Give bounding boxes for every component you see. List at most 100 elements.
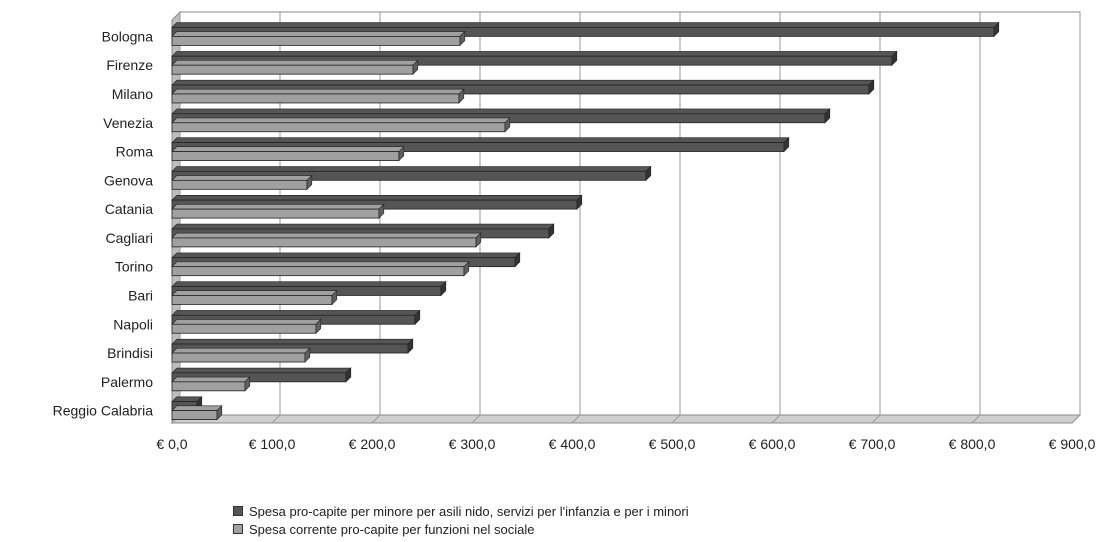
- x-tick-label: € 900,0: [1049, 436, 1096, 452]
- bar-top-face: [171, 338, 414, 345]
- category-label: Venezia: [103, 115, 153, 131]
- bar-top-face: [171, 261, 470, 267]
- category-label: Cagliari: [106, 230, 153, 246]
- bar-front-face: [171, 323, 317, 334]
- bars: [171, 21, 1000, 421]
- x-tick-label: € 100,0: [249, 436, 296, 452]
- bar-front-face: [171, 266, 465, 277]
- bar-top-face: [171, 146, 405, 152]
- legend: Spesa pro-capite per minore per asili ni…: [227, 502, 747, 542]
- x-tick-label: € 0,0: [156, 436, 187, 452]
- bar-top-face: [171, 195, 583, 201]
- bar-front-face: [171, 35, 461, 46]
- bar-end-face: [345, 367, 352, 383]
- bar: [171, 30, 466, 47]
- bar-top-face: [171, 175, 313, 181]
- bar-top-face: [171, 319, 322, 325]
- bar: [171, 137, 790, 153]
- bar-top-face: [171, 232, 482, 239]
- x-tick-label: € 300,0: [449, 436, 496, 452]
- bar-front-face: [171, 352, 306, 363]
- bar-end-face: [783, 137, 790, 153]
- legend-item-series-1: Spesa pro-capite per minore per asili ni…: [227, 502, 747, 520]
- category-label: Brindisi: [107, 345, 153, 361]
- bar-top-face: [171, 108, 831, 115]
- bar-end-face: [459, 30, 466, 47]
- x-tick-label: € 400,0: [549, 436, 596, 452]
- bar-end-face: [407, 338, 414, 354]
- bar-top-face: [171, 22, 1000, 28]
- bar-top-face: [171, 60, 419, 66]
- category-label: Catania: [105, 201, 153, 217]
- bar-front-face: [171, 237, 477, 248]
- bar-front-face: [171, 179, 308, 190]
- bar-top-face: [171, 166, 652, 172]
- legend-swatch-series-1: [233, 506, 243, 516]
- category-label: Firenze: [106, 57, 153, 73]
- x-tick-label: € 500,0: [649, 436, 696, 452]
- bar: [171, 232, 482, 248]
- bar: [171, 376, 251, 392]
- bar: [171, 88, 465, 104]
- bar: [171, 59, 419, 75]
- bar-top-face: [171, 88, 465, 95]
- bar-end-face: [244, 376, 251, 392]
- bar-top-face: [171, 367, 352, 374]
- bar-end-face: [315, 318, 322, 334]
- bar-top-face: [171, 31, 466, 37]
- bar-front-face: [171, 93, 460, 104]
- bar: [171, 261, 470, 277]
- grid-line: [871, 12, 881, 424]
- bar-end-face: [576, 194, 583, 210]
- category-label: Milano: [112, 86, 153, 102]
- bar-end-face: [306, 174, 313, 191]
- bar-end-face: [304, 347, 311, 363]
- bar-front-face: [171, 64, 414, 75]
- legend-swatch-series-2: [233, 524, 243, 534]
- bar: [171, 203, 385, 219]
- bar-end-face: [514, 252, 521, 268]
- bar-end-face: [868, 79, 875, 95]
- bar-top-face: [171, 310, 421, 316]
- legend-label-series-2: Spesa corrente pro-capite per funzioni n…: [249, 521, 535, 537]
- bar-front-face: [171, 208, 380, 219]
- bar-end-face: [548, 223, 555, 239]
- bar: [171, 50, 898, 66]
- bar: [171, 165, 652, 182]
- category-label: Palermo: [101, 374, 153, 390]
- bar-top-face: [171, 79, 875, 86]
- bar-top-face: [171, 290, 338, 296]
- grid-line: [1071, 12, 1081, 424]
- bar: [171, 146, 405, 162]
- x-tick-label: € 200,0: [349, 436, 396, 452]
- legend-label-series-1: Spesa pro-capite per minore per asili ni…: [249, 503, 689, 519]
- bar-top-face: [171, 223, 555, 230]
- bar: [171, 405, 223, 421]
- bar-end-face: [412, 59, 419, 75]
- bar-top-face: [171, 281, 447, 287]
- x-tick-label: € 800,0: [949, 436, 996, 452]
- x-tick-label: € 600,0: [749, 436, 796, 452]
- category-label: Torino: [115, 259, 153, 275]
- legend-item-series-2: Spesa corrente pro-capite per funzioni n…: [227, 520, 747, 538]
- category-label: Napoli: [113, 316, 153, 332]
- bar: [171, 21, 1000, 38]
- bar-end-face: [440, 280, 447, 297]
- bar-end-face: [645, 165, 652, 182]
- bar-end-face: [216, 405, 223, 421]
- bar: [171, 318, 322, 334]
- bar-front-face: [171, 151, 400, 161]
- bar-top-face: [171, 204, 385, 210]
- bar-top-face: [171, 51, 898, 57]
- bar-end-face: [378, 203, 385, 219]
- bar: [171, 367, 352, 383]
- category-labels: Bologna Firenze Milano Venezia Roma Genova Cat…: [53, 28, 154, 418]
- bar-end-face: [504, 117, 511, 133]
- bar-top-face: [171, 347, 311, 354]
- bar-end-face: [458, 88, 465, 104]
- bar-end-face: [475, 232, 482, 248]
- category-label: Bari: [128, 287, 153, 303]
- bar-end-face: [331, 289, 338, 306]
- bar-top-face: [171, 117, 511, 124]
